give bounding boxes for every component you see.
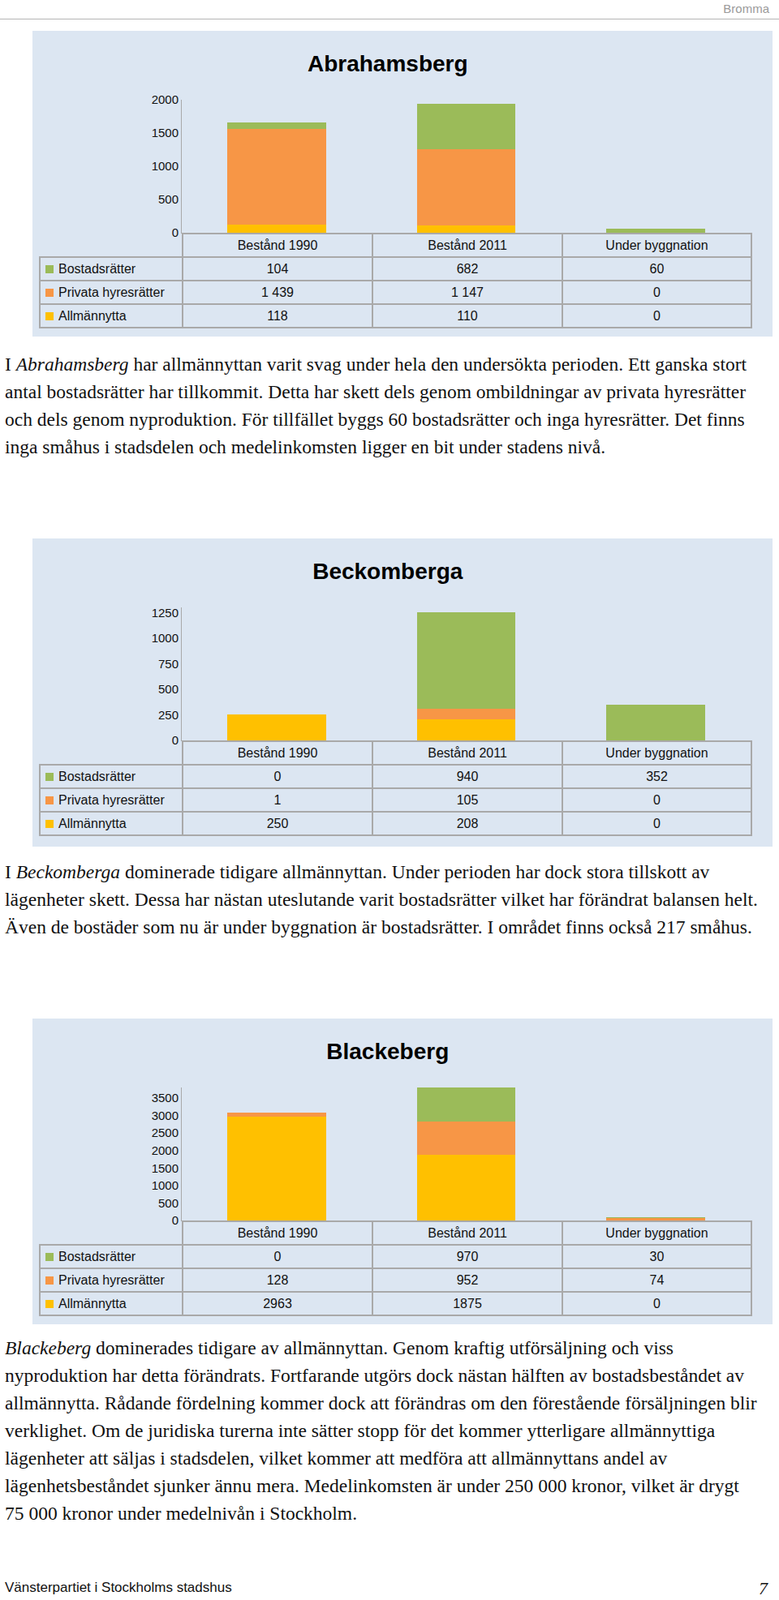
svg-text:1250: 1250 <box>151 606 179 620</box>
html-text:208: 208 <box>456 816 479 831</box>
html-text:I Abrahamsberg har allmännytta: I Abrahamsberg har allmännyttan varit sv… <box>4 353 747 458</box>
html-text:Bostadsrätter: Bostadsrätter <box>58 261 136 276</box>
svg-text:1500: 1500 <box>151 1162 179 1176</box>
html-text:Allmännytta: Allmännytta <box>58 1297 127 1311</box>
html-text:0: 0 <box>273 1250 282 1264</box>
svg-text:750: 750 <box>158 657 179 672</box>
html-text:Bestånd 1990: Bestånd 1990 <box>237 238 318 252</box>
html-text:Bestånd 2011: Bestånd 2011 <box>427 746 507 760</box>
html-text:Bestånd 2011: Bestånd 2011 <box>427 238 507 252</box>
svg-text:250: 250 <box>158 708 179 723</box>
html-text:Bostadsrätter: Bostadsrätter <box>58 1250 136 1264</box>
svg-text:1500: 1500 <box>151 125 179 140</box>
svg-text:0: 0 <box>172 1213 179 1228</box>
html-text:952: 952 <box>456 1273 479 1288</box>
html-text:128: 128 <box>266 1273 289 1288</box>
html-text:74: 74 <box>649 1273 665 1288</box>
svg-text:500: 500 <box>158 1196 179 1211</box>
html-text:Privata hyresrätter: Privata hyresrätter <box>58 285 165 300</box>
html-text:60: 60 <box>649 261 665 276</box>
html-text:Privata hyresrätter: Privata hyresrätter <box>58 1273 165 1288</box>
html-text:118: 118 <box>267 308 288 323</box>
html-text:2963: 2963 <box>263 1297 292 1311</box>
svg-text:1000: 1000 <box>151 1179 179 1193</box>
html-text:250: 250 <box>266 816 289 831</box>
svg-text:3000: 3000 <box>151 1109 179 1124</box>
svg-text:3500: 3500 <box>151 1091 179 1106</box>
html-text:Bestånd 2011: Bestånd 2011 <box>427 1226 507 1241</box>
html-text:0: 0 <box>273 769 282 784</box>
svg-text:500: 500 <box>158 192 179 207</box>
svg-text:500: 500 <box>158 682 179 697</box>
svg-text:2500: 2500 <box>151 1126 179 1141</box>
html-text:1 147: 1 147 <box>451 285 484 300</box>
html-text:Under byggnation: Under byggnation <box>605 746 709 760</box>
html-text:Bestånd 1990: Bestånd 1990 <box>237 1226 318 1241</box>
svg-text:1000: 1000 <box>151 159 179 173</box>
html-text:110: 110 <box>457 308 478 323</box>
html-text:Bostadsrätter: Bostadsrätter <box>58 769 136 784</box>
html-text:1875: 1875 <box>452 1297 482 1311</box>
html-text:Blackeberg dominerades tidigar: Blackeberg dominerades tidigare av allmä… <box>4 1338 757 1525</box>
html-text:30: 30 <box>649 1250 665 1264</box>
html-text:Vänsterpartiet i Stockholms st: Vänsterpartiet i Stockholms stadshus <box>4 1580 232 1597</box>
html-text:940: 940 <box>456 769 479 784</box>
html-text:682: 682 <box>456 261 479 276</box>
html-text:352: 352 <box>646 769 668 784</box>
html-text:Allmännytta: Allmännytta <box>58 816 127 831</box>
svg-text:Beckomberga: Beckomberga <box>312 559 464 585</box>
html-text:105: 105 <box>456 793 479 807</box>
html-text:104: 104 <box>266 261 289 276</box>
html-text:Allmännytta: Allmännytta <box>58 308 127 323</box>
html-text:Bromma: Bromma <box>723 1 770 16</box>
svg-text:2000: 2000 <box>151 92 179 107</box>
html-text:1 439: 1 439 <box>261 285 294 300</box>
svg-text:2000: 2000 <box>151 1144 179 1158</box>
html-text:Under byggnation: Under byggnation <box>605 238 709 252</box>
svg-text:Abrahamsberg: Abrahamsberg <box>307 51 469 77</box>
html-text:0: 0 <box>653 285 661 300</box>
html-text:Bestånd 1990: Bestånd 1990 <box>237 746 318 760</box>
svg-text:0: 0 <box>172 225 179 240</box>
html-text:970: 970 <box>456 1250 479 1264</box>
svg-text:Blackeberg: Blackeberg <box>326 1039 449 1065</box>
html-text:Privata hyresrätter: Privata hyresrätter <box>58 793 165 807</box>
html-text:0: 0 <box>653 308 661 323</box>
html-text:0: 0 <box>653 816 661 831</box>
svg-text:1000: 1000 <box>151 631 179 646</box>
html-text:Under byggnation: Under byggnation <box>605 1226 709 1241</box>
html-text:1: 1 <box>273 793 282 807</box>
svg-text:0: 0 <box>172 733 179 748</box>
html-text:0: 0 <box>653 1297 661 1311</box>
html-text:0: 0 <box>653 793 661 807</box>
html-text:I Beckomberga dominerade tidig: I Beckomberga dominerade tidigare allmän… <box>4 861 758 939</box>
html-text:7: 7 <box>758 1579 768 1600</box>
